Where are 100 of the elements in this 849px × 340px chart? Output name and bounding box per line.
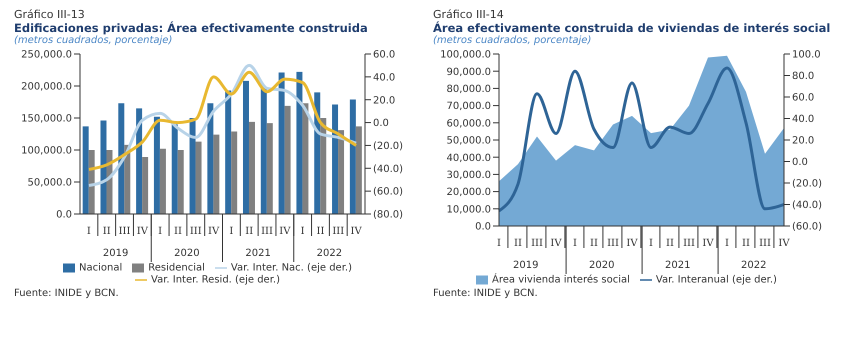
x-tick-label: III [190, 226, 202, 237]
bar [350, 99, 356, 214]
x-tick-label: IV [136, 226, 149, 237]
y2-tick-label: (60.0) [792, 222, 822, 233]
bar [284, 106, 291, 214]
x-tick-label: II [245, 226, 254, 237]
bar [207, 103, 214, 214]
chart-title: Área efectivamente construida de viviendas de interés social [432, 21, 832, 35]
x-tick-label: IV [626, 238, 638, 249]
text: 2020 [174, 248, 200, 259]
x-tick-label: I [300, 226, 305, 237]
y-tick-label: 80,000.0 [446, 84, 491, 95]
x-tick-label: I [158, 226, 162, 237]
bar [118, 103, 124, 214]
bar [196, 142, 202, 214]
x-tick-label: IV [350, 226, 362, 237]
y-tick-label: 0.0 [56, 210, 72, 221]
text: 2020 [588, 260, 614, 271]
bar [100, 120, 106, 214]
bar [190, 118, 196, 214]
y-tick-label: 10,000.0 [446, 204, 491, 216]
legend-label: Var. Inter. Nac. (eje der.) [230, 262, 352, 274]
text: Gráfico III-13 [13, 8, 86, 21]
x-tick-label: II [514, 238, 522, 249]
x-tick-label: III [607, 238, 619, 249]
x-tick-label: III [118, 226, 130, 237]
y2-tick-label: 20.0 [373, 95, 396, 106]
y2-tick-label: 100.0 [792, 50, 821, 61]
text: 2022 [740, 260, 766, 271]
y-tick-label: 200,000.0 [21, 82, 72, 93]
y2-tick-label: (60.0) [373, 186, 404, 198]
legend-label: Residencial [148, 262, 205, 274]
legend-label: Nacional [79, 262, 122, 274]
x-tick-label: I [229, 226, 234, 237]
x-tick-label: II [590, 238, 598, 249]
x-tick-label: I [573, 238, 578, 249]
bar [278, 72, 285, 214]
x-tick-label: IV [702, 238, 714, 249]
y-tick-label: 70,000.0 [446, 101, 491, 112]
text: Gráfico III-14 [432, 8, 505, 21]
bar [296, 72, 302, 214]
y2-tick-label: 80.0 [792, 71, 814, 82]
x-tick-label: II [174, 226, 182, 237]
y-tick-label: 50,000.0 [27, 178, 72, 189]
x-tick-label: I [497, 238, 502, 249]
y2-tick-label: 20.0 [792, 136, 814, 147]
x-tick-label: II [102, 226, 111, 237]
y2-tick-label: 60.0 [792, 92, 814, 104]
y2-tick-label: 0.0 [373, 118, 389, 130]
chart-title: Edificaciones privadas: Área efectivamente construida [13, 21, 369, 35]
y-tick-label: 30,000.0 [446, 170, 491, 181]
text: 2021 [664, 260, 690, 271]
y-tick-label: 150,000.0 [21, 114, 72, 125]
bar [160, 148, 166, 214]
legend-label: Área vivienda interés social [492, 274, 630, 286]
legend-label: Var. Inter. Resid. (eje der.) [151, 274, 280, 286]
legend-label: Var. Interanual (eje der.) [656, 274, 777, 286]
y-tick-label: 0.0 [475, 222, 491, 233]
x-tick-label: IV [550, 238, 562, 249]
y-tick-label: 20,000.0 [446, 187, 491, 198]
chart-subtitle: (metros cuadrados, porcentaje) [13, 35, 174, 46]
text: 2022 [316, 248, 342, 259]
y2-tick-label: 40.0 [792, 114, 814, 126]
y-tick-label: 60,000.0 [446, 118, 491, 130]
y2-tick-label: 0.0 [792, 157, 808, 168]
y-tick-label: 90,000.0 [446, 66, 491, 78]
bar [142, 157, 148, 214]
bar [266, 123, 273, 214]
bar [242, 80, 249, 214]
bar [136, 108, 142, 214]
bar [260, 87, 267, 214]
bar [82, 126, 89, 214]
bar [302, 103, 308, 214]
y2-tick-label: 40.0 [373, 72, 396, 84]
text: 2019 [512, 260, 538, 271]
bar [178, 150, 184, 214]
y-tick-label: 100,000.0 [440, 50, 491, 61]
x-tick-label: III [683, 238, 695, 249]
x-tick-label: III [759, 238, 771, 249]
bar [225, 90, 232, 214]
bar [338, 130, 344, 214]
y2-tick-label: (40.0) [792, 200, 822, 212]
bar [231, 131, 238, 214]
line-series [87, 70, 358, 171]
x-tick-label: IV [778, 238, 790, 249]
bar [154, 116, 160, 214]
bar [88, 150, 95, 214]
x-tick-label: I [86, 226, 91, 237]
y-tick-label: 250,000.0 [21, 50, 72, 61]
x-tick-label: IV [208, 226, 220, 237]
text: 2019 [102, 248, 128, 259]
y2-tick-label: (20.0) [373, 140, 404, 152]
x-tick-label: II [666, 238, 674, 249]
chart-subtitle: (metros cuadrados, porcentaje) [432, 35, 592, 46]
bar [172, 124, 178, 214]
y2-tick-label: 60.0 [373, 50, 396, 61]
x-tick-label: IV [279, 226, 292, 237]
y-tick-label: 50,000.0 [446, 136, 491, 147]
x-tick-label: III [261, 226, 273, 237]
bar [356, 126, 362, 214]
